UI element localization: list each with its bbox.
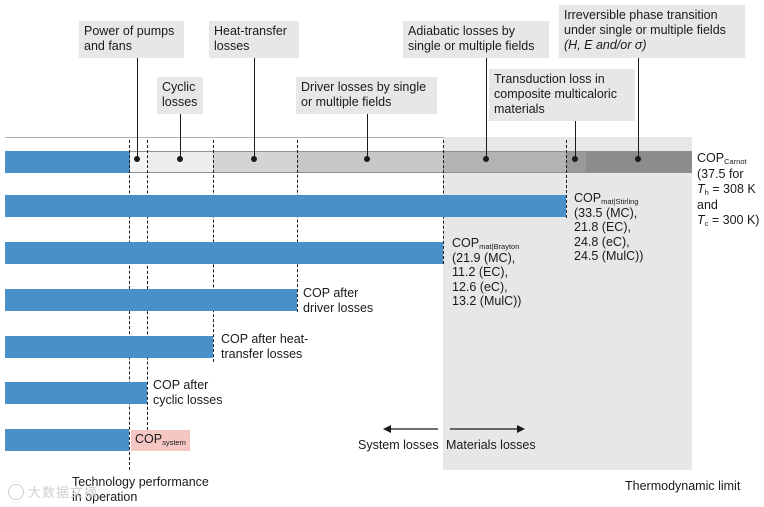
- label-heat-transfer: Heat-transfer losses: [209, 21, 299, 58]
- dot-heat: [251, 156, 257, 162]
- leader-pumps: [137, 58, 138, 159]
- arrow-system-head: [383, 425, 391, 433]
- segment-pump-losses: [130, 151, 148, 173]
- dot-pumps: [134, 156, 140, 162]
- baseline-axis: [5, 137, 444, 138]
- dot-cyclic: [177, 156, 183, 162]
- label-adiabatic: Adiabatic losses by single or multiple fi…: [403, 21, 549, 58]
- label-cyclic: Cyclic losses: [157, 77, 203, 114]
- dashline-stirling: [566, 140, 567, 218]
- text-system-losses: System losses: [358, 438, 439, 452]
- cop-carnot-label: COPCarnot (37.5 for Th = 308 K and Tc = …: [697, 151, 760, 228]
- loss-arrows: [383, 425, 525, 433]
- label-power-of-pumps: Power of pumps and fans: [79, 21, 184, 58]
- segment-irreversible-loss: [586, 151, 692, 173]
- leader-heat: [254, 58, 255, 159]
- bar-system: [5, 429, 129, 451]
- watermark: 大数据文摘: [8, 482, 98, 501]
- leader-irreversible: [638, 58, 639, 159]
- segment-driver-losses: [297, 151, 443, 173]
- bar-driver: [5, 289, 297, 311]
- materials-region-panel: [443, 137, 692, 470]
- segment-transduction-loss: [566, 151, 586, 173]
- label-irreversible: Irreversible phase transition under singl…: [559, 5, 745, 58]
- leader-driver: [367, 114, 368, 159]
- arrow-materials-head: [517, 425, 525, 433]
- text-materials-losses: Materials losses: [446, 438, 536, 452]
- cop-brayton-label: COPmat|Brayton (21.9 (MC), 11.2 (EC), 12…: [452, 236, 522, 308]
- label-cop-after-heat: COP after heat-transfer losses: [221, 332, 309, 361]
- label-transduction: Transduction loss in composite multicalor…: [489, 69, 635, 121]
- label-cop-system: COPsystem: [131, 430, 190, 451]
- label-driver: Driver losses by single or multiple field…: [296, 77, 437, 114]
- bar-heat-transfer: [5, 336, 213, 358]
- bar-cyclic: [5, 382, 147, 404]
- dashline-driver: [297, 140, 298, 312]
- dot-adiabatic: [483, 156, 489, 162]
- leader-cyclic: [180, 114, 181, 159]
- dot-transduction: [572, 156, 578, 162]
- label-cop-after-driver: COP after driver losses: [303, 286, 374, 315]
- bottom-right-label: Thermodynamic limit: [625, 479, 741, 493]
- bar-stirling: [5, 195, 566, 217]
- dot-driver: [364, 156, 370, 162]
- bottom-left-label: Technology performance in operation: [72, 475, 209, 504]
- label-cop-after-cyclic: COP after cyclic losses: [153, 378, 223, 407]
- dashline-cyclic: [147, 140, 148, 430]
- watermark-logo-icon: [8, 484, 24, 500]
- segment-system-cop: [5, 151, 130, 173]
- cop-stirling-label: COPmat|Stirling (33.5 (MC), 21.8 (EC), 2…: [574, 191, 644, 263]
- segment-heat-transfer-losses: [213, 151, 297, 173]
- segment-adiabatic-losses: [443, 151, 566, 173]
- leader-transduction: [575, 121, 576, 159]
- bar-brayton: [5, 242, 443, 264]
- dot-irreversible: [635, 156, 641, 162]
- leader-adiabatic: [486, 58, 487, 159]
